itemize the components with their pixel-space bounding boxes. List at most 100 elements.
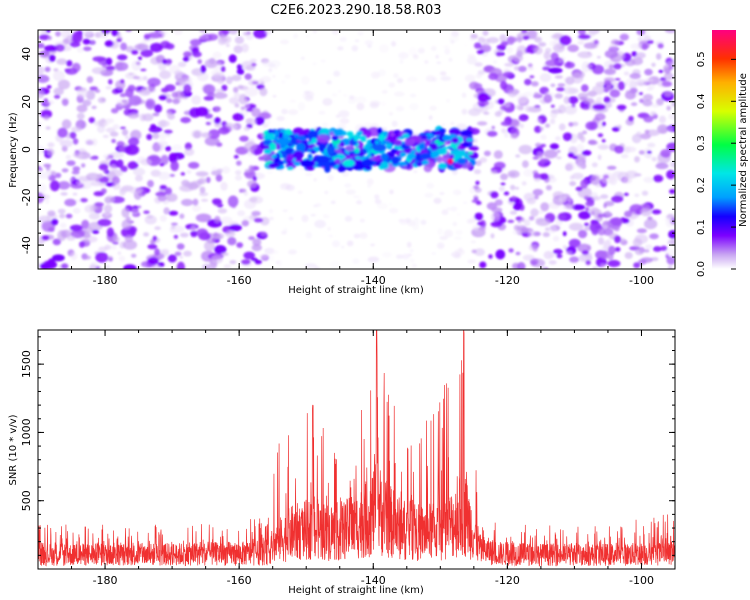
spectrogram-cell: [196, 72, 209, 82]
x-tick-label: -120: [495, 574, 520, 587]
spectrogram-cell: [382, 251, 392, 258]
spectrogram-cell: [476, 229, 485, 236]
spectrogram-cell: [43, 98, 49, 103]
spectrogram-cell: [407, 220, 416, 227]
spectrogram-cell: [449, 154, 455, 160]
spectrogram-cell: [504, 132, 509, 138]
spectrogram-cell: [345, 145, 355, 152]
spectrogram-cell: [597, 213, 604, 218]
spectrogram-cell: [41, 235, 50, 240]
spectrogram-cell: [584, 222, 589, 227]
spectrogram-cell: [669, 239, 675, 245]
spectrogram-cell: [228, 30, 238, 35]
spectrogram-cell: [268, 216, 274, 221]
spectrogram-cell: [542, 232, 550, 238]
spectrogram-cell: [313, 177, 317, 182]
spectrogram-cell: [544, 227, 550, 232]
spectrogram-cell: [542, 66, 551, 71]
spectrogram-cell: [169, 173, 175, 177]
y-tick-label: 1000: [20, 418, 33, 446]
spectrogram-cell: [38, 89, 45, 99]
spectrogram-cell: [556, 149, 561, 153]
spectrogram-cell: [571, 70, 585, 79]
spectrogram-cell: [276, 259, 283, 267]
spectrogram-cell: [342, 171, 349, 177]
spectrogram-cell: [331, 135, 339, 142]
spectrogram-cell: [346, 240, 354, 247]
spectrogram-cell: [346, 131, 354, 137]
spectrogram-cell: [157, 195, 167, 202]
spectrogram-cell: [253, 217, 264, 223]
spectrogram-cell: [578, 229, 588, 239]
spectrogram-cell: [524, 78, 532, 86]
spectrogram-cell: [539, 73, 552, 82]
spectrogram-cell: [539, 158, 550, 164]
spectrogram-cell: [533, 92, 540, 96]
spectrogram-cell: [657, 43, 664, 49]
spectrogram-cell: [545, 185, 552, 191]
spectrogram-cell: [195, 171, 209, 177]
spectrogram-cell: [66, 60, 73, 67]
spectrogram-cell: [90, 180, 101, 187]
spectrogram-cell: [59, 139, 73, 148]
spectrogram-cell: [183, 51, 192, 58]
spectrogram-cell: [111, 30, 118, 37]
spectrogram-cell: [228, 54, 237, 63]
spectrogram-cell: [48, 54, 56, 62]
spectrogram-cell: [307, 130, 319, 141]
snr-series-line: [38, 330, 675, 567]
spectrogram-cell: [248, 79, 260, 86]
spectrogram-cell: [103, 122, 110, 127]
spectrogram-cell: [585, 207, 590, 212]
spectrogram-cell: [448, 57, 453, 62]
spectrogram-cell: [386, 151, 395, 158]
spectrogram-cell: [312, 62, 317, 66]
spectrogram-cell: [389, 207, 399, 214]
spectrogram-cell: [426, 133, 433, 137]
spectrogram-cell: [538, 42, 547, 47]
spectrogram-cell: [503, 71, 514, 78]
spectrogram-cell: [664, 248, 675, 257]
spectrogram-cell: [477, 221, 484, 226]
spectrogram-cell: [115, 61, 129, 71]
spectrogram-cell: [468, 108, 481, 116]
spectrogram-cell: [651, 156, 657, 162]
spectrogram-cell: [286, 154, 294, 162]
spectrogram-cell: [120, 42, 127, 51]
spectrogram-cell: [367, 184, 372, 188]
spectrogram-cell: [206, 176, 211, 184]
spectrogram-cell: [472, 224, 480, 231]
spectrogram-cell: [666, 169, 675, 180]
spectrogram-cell: [623, 192, 629, 196]
spectrogram-cell: [604, 210, 611, 217]
x-tick-label: -160: [227, 574, 252, 587]
spectrogram-cell: [599, 145, 609, 150]
spectrogram-cell: [233, 86, 239, 93]
spectrogram-cell: [127, 161, 139, 170]
spectrogram-cell: [497, 98, 505, 105]
spectrogram-cell: [519, 123, 524, 129]
spectrogram-cell: [446, 207, 450, 211]
spectrogram-cell: [44, 66, 51, 73]
spectrogram-cell: [64, 198, 77, 207]
spectrogram-cell: [180, 172, 186, 176]
spectrogram-cell: [520, 226, 528, 234]
spectrogram-cell: [221, 216, 233, 225]
spectrogram-cell: [179, 213, 185, 219]
spectrogram-cell: [501, 128, 507, 134]
spectrogram-cell: [530, 258, 546, 268]
y-tick-label: 1500: [20, 350, 33, 378]
colorbar-tick-label: 0.2: [696, 177, 707, 193]
spectrogram-cell: [171, 91, 179, 98]
spectrogram-cell: [195, 106, 209, 117]
spectrogram-cell: [162, 59, 168, 65]
spectrogram-cell: [264, 119, 272, 125]
spectrogram-cell: [409, 258, 415, 263]
spectrogram-cell: [370, 152, 375, 157]
spectrogram-cell: [577, 30, 586, 35]
spectrogram-cell: [440, 76, 452, 81]
spectrogram-cell: [338, 90, 342, 93]
spectrogram-cell: [467, 54, 476, 58]
spectrogram-cell: [522, 160, 529, 168]
spectrogram-cell: [288, 249, 297, 254]
